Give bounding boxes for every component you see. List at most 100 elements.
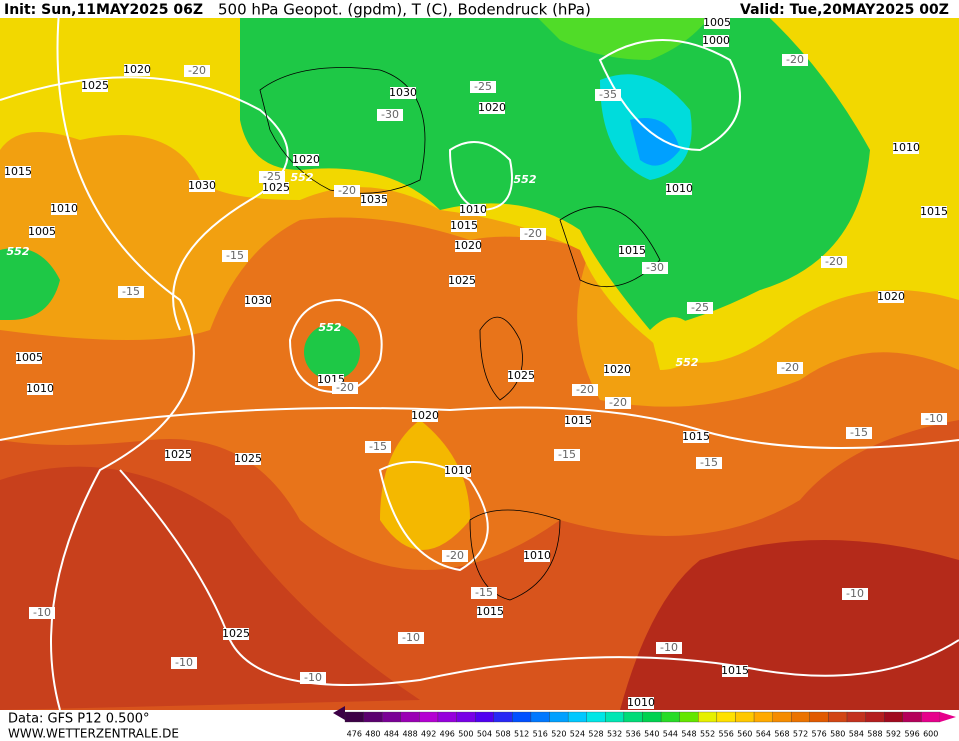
isoline-label: 1000 <box>702 34 730 47</box>
isoline-label: -15 <box>369 440 387 453</box>
isoline-label: -30 <box>646 261 664 274</box>
label-box <box>334 185 360 197</box>
colorbar-box <box>382 711 401 723</box>
isoline-label: 1015 <box>682 430 710 443</box>
colorbar-label: 592 <box>886 730 901 739</box>
colorbar-box <box>623 711 643 723</box>
colorbar-box <box>716 711 736 723</box>
isoline-label: -10 <box>33 606 51 619</box>
label-box <box>524 550 550 562</box>
label-box <box>165 449 191 461</box>
colorbar-label: 560 <box>737 730 752 739</box>
colorbar-box <box>865 711 885 723</box>
isoline-label: 1010 <box>665 182 693 195</box>
colorbar-label: 520 <box>551 730 566 739</box>
label-box <box>361 194 387 206</box>
label-box <box>508 370 534 382</box>
isoline-label: 1035 <box>360 193 388 206</box>
label-box <box>365 441 391 453</box>
label-box <box>722 665 748 677</box>
colorbar-box <box>363 711 383 723</box>
isoline-label: 1020 <box>411 409 439 422</box>
isoline-label: -25 <box>474 80 492 93</box>
colorbar-label: 548 <box>681 730 696 739</box>
label-box <box>846 427 872 439</box>
isoline-label: -25 <box>691 301 709 314</box>
isoline-label: 1020 <box>454 239 482 252</box>
colorbar-label: 476 <box>347 730 362 739</box>
isoline-label: 1010 <box>627 696 655 709</box>
isoline-label: 1030 <box>244 294 272 307</box>
label-box <box>460 204 486 216</box>
label-box <box>619 245 645 257</box>
colorbar-label: 528 <box>588 730 603 739</box>
colorbar-label: 532 <box>607 730 622 739</box>
colorbar-box <box>902 711 922 723</box>
map-fill <box>0 0 959 710</box>
height-label: 552 <box>291 171 314 184</box>
isoline-label: -15 <box>475 586 493 599</box>
colorbar-label: 488 <box>402 730 417 739</box>
label-box <box>5 166 31 178</box>
isoline-label: 1020 <box>123 63 151 76</box>
colorbar-box <box>530 711 550 723</box>
isoline-label: -10 <box>925 412 943 425</box>
colorbar-label: 536 <box>626 730 641 739</box>
label-box <box>628 697 654 709</box>
label-box <box>124 64 150 76</box>
label-box <box>666 183 692 195</box>
isoline-label: -20 <box>338 184 356 197</box>
label-box <box>642 262 668 274</box>
label-box <box>390 87 416 99</box>
colorbar-label: 572 <box>793 730 808 739</box>
isoline-label: 1005 <box>28 225 56 238</box>
colorbar-box <box>400 711 420 723</box>
isoline-label: 1020 <box>877 290 905 303</box>
isoline-label: -20 <box>781 361 799 374</box>
isoline-label: 1005 <box>15 351 43 364</box>
label-box <box>554 449 580 461</box>
colorbar-box <box>791 711 810 723</box>
colorbar-box <box>772 711 792 723</box>
colorbar-label: 544 <box>663 730 678 739</box>
colorbar-box <box>698 711 718 723</box>
isoline-label: 1010 <box>459 203 487 216</box>
colorbar-right-arrow <box>940 712 956 722</box>
isoline-label: 1005 <box>703 16 731 29</box>
colorbar-label: 480 <box>365 730 380 739</box>
colorbar-box <box>549 711 569 723</box>
colorbar-box <box>419 711 439 723</box>
colorbar-label: 576 <box>812 730 827 739</box>
isoline-label: 1015 <box>4 165 32 178</box>
isoline-label: -10 <box>846 587 864 600</box>
colorbar-label: 564 <box>756 730 771 739</box>
isoline-label: -15 <box>226 249 244 262</box>
isobars <box>0 0 959 711</box>
label-box <box>821 256 847 268</box>
isoline-label: 1015 <box>721 664 749 677</box>
isoline-label: 1010 <box>26 382 54 395</box>
isoline-label: 1025 <box>448 274 476 287</box>
colorbar-box <box>586 711 606 723</box>
colorbar-label: 568 <box>774 730 789 739</box>
colorbar-box <box>642 711 662 723</box>
isoline-label: -20 <box>524 227 542 240</box>
colorbar-box <box>456 711 476 723</box>
label-box <box>51 203 77 215</box>
label-box <box>477 606 503 618</box>
label-box <box>921 206 947 218</box>
isoline-label: 1025 <box>222 627 250 640</box>
colorbar-box <box>512 711 532 723</box>
label-box <box>656 642 682 654</box>
colorbar-label: 508 <box>495 730 510 739</box>
colorbar-box <box>921 711 941 723</box>
label-box <box>16 352 42 364</box>
label-box <box>412 410 438 422</box>
website: WWW.WETTERZENTRALE.DE <box>8 727 179 741</box>
colorbar-box <box>344 711 364 723</box>
colorbar-label: 496 <box>440 730 455 739</box>
isoline-label: 1025 <box>234 452 262 465</box>
isoline-label: -10 <box>304 671 322 684</box>
isoline-label: -20 <box>576 383 594 396</box>
label-box <box>118 286 144 298</box>
